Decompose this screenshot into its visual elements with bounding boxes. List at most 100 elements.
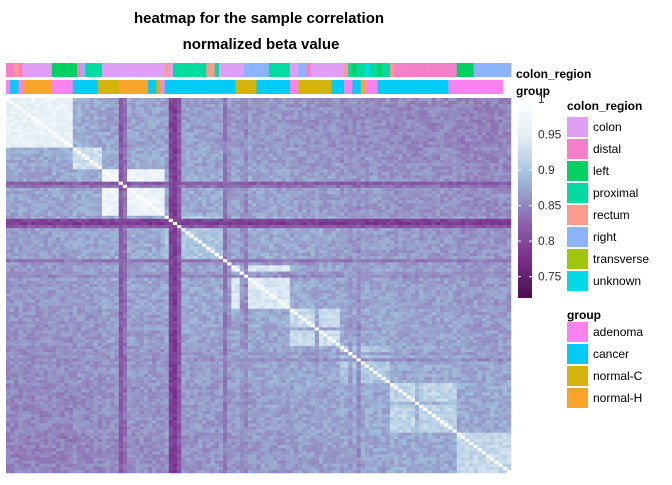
heatmap-cell — [323, 200, 328, 204]
heatmap-cell — [398, 135, 403, 139]
heatmap-cell — [314, 125, 320, 130]
heatmap-cell — [14, 175, 19, 179]
heatmap-cell — [248, 181, 253, 186]
heatmap-cell — [502, 110, 508, 114]
heatmap-cell — [310, 132, 316, 136]
heatmap-cell — [415, 166, 420, 170]
heatmap-cell — [172, 203, 178, 207]
heatmap-cell — [239, 197, 245, 201]
heatmap-cell — [156, 200, 161, 204]
heatmap-cell — [373, 181, 378, 186]
heatmap-cell — [319, 125, 324, 130]
heatmap-cell — [218, 101, 224, 105]
heatmap-cell — [310, 125, 316, 130]
heatmap-cell — [277, 215, 282, 220]
heatmap-cell — [419, 197, 424, 201]
heatmap-cell — [76, 135, 82, 139]
heatmap-cell — [31, 203, 36, 207]
heatmap-cell — [76, 166, 82, 170]
heatmap-cell — [185, 125, 190, 130]
heatmap-cell — [22, 156, 28, 161]
heatmap-cell — [310, 141, 316, 145]
heatmap-cell — [385, 116, 391, 120]
heatmap-cell — [452, 119, 457, 124]
annotation-cell-colon-region — [181, 63, 186, 77]
heatmap-cell — [323, 194, 328, 198]
heatmap-cell — [177, 178, 182, 182]
heatmap-cell — [106, 218, 111, 223]
heatmap-cell — [335, 206, 341, 210]
heatmap-cell — [93, 104, 99, 108]
heatmap-cell — [160, 163, 165, 167]
heatmap-cell — [143, 159, 149, 164]
heatmap-cell — [156, 209, 161, 213]
heatmap-cell — [285, 215, 291, 220]
heatmap-cell — [427, 206, 432, 210]
heatmap-cell — [56, 135, 61, 139]
heatmap-cell — [235, 144, 240, 148]
annotation-cell-colon-region — [456, 63, 462, 77]
heatmap-cell — [494, 144, 499, 148]
heatmap-cell — [252, 119, 257, 124]
heatmap-cell — [189, 169, 195, 173]
heatmap-cell — [106, 101, 111, 105]
heatmap-cell — [6, 212, 11, 217]
heatmap-cell — [68, 200, 74, 204]
annotation-cell-colon-region — [143, 63, 149, 77]
heatmap-cell — [440, 166, 445, 170]
heatmap-cell — [164, 209, 170, 213]
heatmap-cell — [76, 147, 82, 151]
heatmap-cell — [256, 184, 261, 189]
heatmap-cell — [444, 159, 449, 164]
heatmap-cell — [310, 212, 316, 217]
heatmap-cell — [135, 159, 140, 164]
heatmap-cell — [431, 150, 437, 155]
heatmap-cell — [423, 197, 428, 201]
heatmap-cell — [323, 156, 328, 161]
heatmap-cell — [389, 144, 395, 148]
heatmap-cell — [243, 98, 249, 102]
heatmap-cell — [206, 166, 211, 170]
annotation-cell-group — [364, 80, 370, 94]
heatmap-cell — [339, 128, 345, 133]
heatmap-cell — [256, 128, 261, 133]
heatmap-cell — [235, 104, 240, 108]
heatmap-cell — [419, 175, 424, 179]
heatmap-cell — [210, 113, 215, 117]
heatmap-cell — [47, 119, 53, 124]
heatmap-cell — [402, 147, 407, 151]
heatmap-cell — [231, 107, 236, 111]
heatmap-cell — [369, 150, 374, 155]
heatmap-cell — [440, 125, 445, 130]
heatmap-cell — [122, 150, 128, 155]
heatmap-cell — [310, 156, 316, 161]
annotation-cell-colon-region — [502, 63, 508, 77]
heatmap-cell — [406, 119, 412, 124]
heatmap-cell — [356, 125, 361, 130]
heatmap-cell — [114, 169, 119, 173]
heatmap-cell — [481, 194, 487, 198]
heatmap-cell — [243, 190, 249, 195]
heatmap-cell — [389, 187, 395, 192]
heatmap-cell — [398, 98, 403, 102]
heatmap-cell — [268, 190, 274, 195]
heatmap-cell — [273, 190, 278, 195]
heatmap-cell — [298, 110, 303, 114]
heatmap-cell — [248, 113, 253, 117]
heatmap-cell — [293, 187, 299, 192]
heatmap-cell — [68, 153, 74, 158]
heatmap-cell — [93, 156, 99, 161]
heatmap-cell — [314, 215, 320, 220]
heatmap-cell — [448, 187, 453, 192]
heatmap-cell — [356, 107, 361, 111]
heatmap-cell — [410, 206, 416, 210]
heatmap-cell — [243, 153, 249, 158]
heatmap-cell — [56, 200, 61, 204]
heatmap-cell — [369, 175, 374, 179]
heatmap-cell — [206, 101, 211, 105]
heatmap-cell — [352, 144, 357, 148]
heatmap-cell — [481, 187, 487, 192]
heatmap-cell — [310, 200, 316, 204]
heatmap-cell — [506, 98, 512, 102]
heatmap-cell — [152, 187, 157, 192]
